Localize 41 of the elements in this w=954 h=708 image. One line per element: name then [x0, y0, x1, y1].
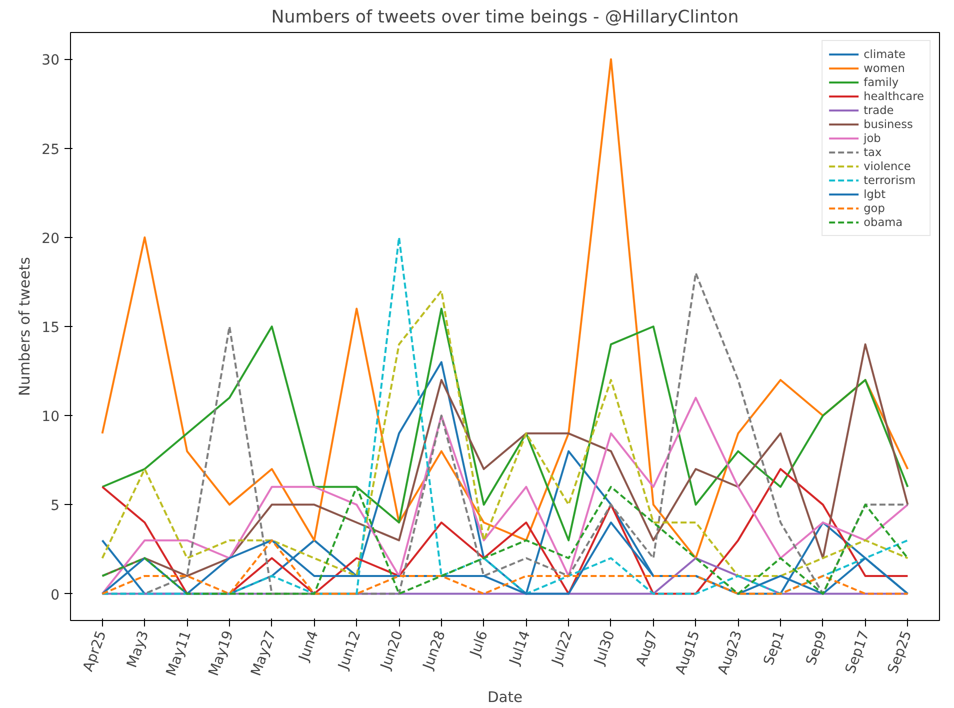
x-tick-label: Jun12: [335, 628, 364, 672]
x-tick-label: May27: [248, 628, 280, 678]
legend-label: obama: [864, 215, 903, 229]
legend-label: climate: [864, 47, 906, 61]
x-tick-label: Aug23: [715, 628, 746, 677]
legend-label: tax: [864, 145, 883, 159]
x-tick-label: Jun4: [296, 628, 322, 664]
legend-label: terrorism: [864, 173, 916, 187]
x-tick-label: Sep25: [885, 628, 916, 676]
y-tick-label: 0: [50, 587, 60, 604]
legend-label: healthcare: [864, 89, 924, 103]
x-tick-label: Jun28: [420, 628, 449, 672]
y-axis-title: Numbers of tweets: [16, 256, 34, 396]
x-tick-label: Jul6: [467, 628, 492, 660]
x-tick-label: Jul22: [548, 628, 576, 668]
x-tick-label: Aug15: [672, 628, 704, 677]
chart-title: Numbers of tweets over time beings - @HillaryClinton: [271, 8, 739, 28]
x-axis-title: Date: [487, 688, 523, 706]
x-tick-label: Aug7: [633, 628, 661, 668]
legend-label: women: [864, 61, 905, 75]
y-tick-label: 10: [42, 409, 60, 426]
legend-label: family: [864, 75, 899, 89]
y-tick-label: 5: [50, 498, 60, 514]
x-tick-label: Sep17: [842, 628, 873, 676]
x-tick-label: Jun20: [378, 628, 407, 672]
legend-label: violence: [864, 159, 911, 173]
y-tick-label: 15: [42, 320, 60, 336]
x-tick-label: Apr25: [80, 628, 110, 674]
legend-label: business: [864, 117, 913, 131]
legend-label: gop: [864, 201, 885, 215]
legend-label: lgbt: [864, 187, 886, 201]
x-tick-label: Jul14: [506, 628, 534, 668]
x-tick-label: Jul30: [591, 628, 618, 668]
x-tick-label: May3: [124, 628, 152, 670]
legend-label: job: [864, 131, 882, 145]
y-tick-label: 20: [42, 230, 60, 247]
y-tick-label: 30: [42, 52, 60, 69]
legend-label: trade: [864, 103, 894, 117]
x-tick-label: Sep1: [760, 628, 788, 668]
y-tick-label: 25: [42, 142, 60, 158]
x-tick-label: Sep9: [803, 628, 830, 668]
